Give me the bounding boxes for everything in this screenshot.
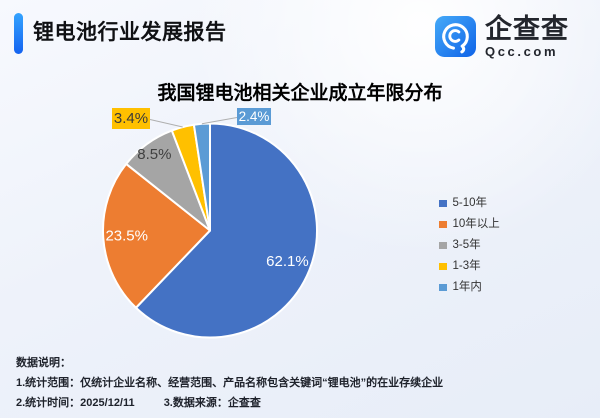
notes-heading: 数据说明：	[16, 357, 71, 369]
legend-label: 1-3年	[452, 260, 481, 272]
notes-stat-time: 2.统计时间：2025/12/11	[16, 397, 135, 409]
legend-swatch	[439, 283, 447, 292]
legend-item-5-10年: 5-10年	[439, 197, 500, 210]
data-notes: 数据说明： 1.统计范围：仅统计企业名称、经营范围、产品名称包含关键词“锂电池”…	[16, 356, 586, 410]
legend-item-10年以上: 10年以上	[439, 218, 500, 231]
notes-scope-line: 1.统计范围：仅统计企业名称、经营范围、产品名称包含关键词“锂电池”的在业存续企…	[16, 377, 444, 389]
legend-label: 3-5年	[452, 239, 481, 251]
pie-slice-10年以上	[102, 162, 211, 309]
chart-legend: 5-10年 10年以上 3-5年 1-3年 1年内	[439, 197, 500, 294]
legend-swatch	[439, 220, 447, 229]
pie-label-10年以上: 23.5%	[105, 228, 148, 245]
title-accent-bar	[14, 13, 23, 54]
legend-label: 5-10年	[452, 197, 488, 209]
legend-swatch	[439, 199, 447, 208]
pie-slice-5-10年	[134, 122, 318, 339]
pie-label-3-5年: 8.5%	[137, 146, 171, 163]
legend-item-3-5年: 3-5年	[439, 239, 500, 252]
qcc-logo-name: 企查查	[485, 14, 569, 44]
qcc-logo-icon	[435, 16, 476, 57]
qcc-logo-text: 企查查 Qcc.com	[485, 14, 569, 60]
pie-leader-line-1年内	[201, 117, 238, 125]
legend-item-1年内: 1年内	[439, 281, 500, 294]
legend-swatch	[439, 241, 447, 250]
legend-label: 10年以上	[452, 218, 500, 230]
qcc-logo-domain: Qcc.com	[485, 44, 559, 59]
legend-item-1-3年: 1-3年	[439, 260, 500, 273]
legend-swatch	[439, 262, 447, 271]
pie-label-5-10年: 62.1%	[266, 253, 309, 270]
notes-meta-line: 2.统计时间：2025/12/11 3.数据来源：企查查	[16, 396, 586, 410]
notes-data-source: 3.数据来源：企查查	[163, 397, 261, 409]
report-title: 锂电池行业发展报告	[33, 21, 227, 44]
chart-title: 我国锂电池相关企业成立年限分布	[157, 83, 443, 104]
qcc-logo: 企查查 Qcc.com	[435, 16, 569, 59]
pie-leader-line-1-3年	[149, 119, 183, 128]
legend-label: 1年内	[452, 281, 482, 293]
